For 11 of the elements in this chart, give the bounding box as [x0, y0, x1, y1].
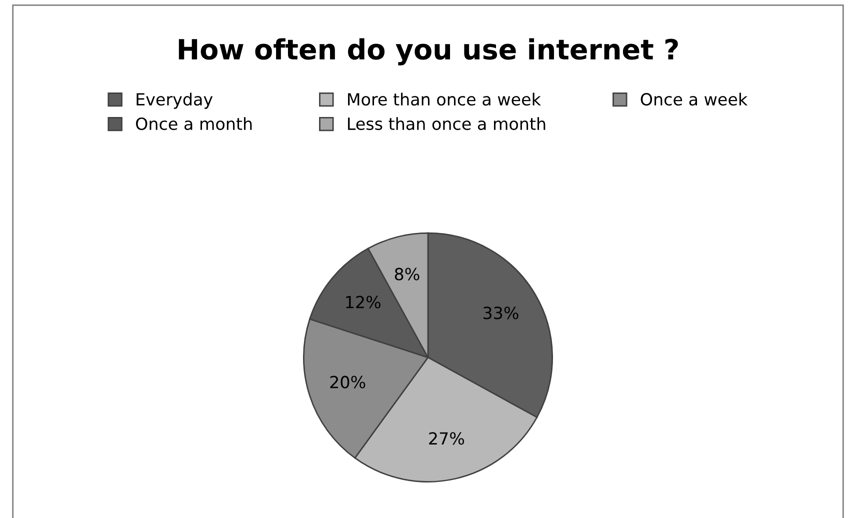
data-label: 20% — [330, 376, 366, 388]
data-label: 27% — [429, 432, 464, 445]
legend-label: Less than once a month — [348, 117, 546, 130]
chart-title: How often do you use internet ? — [178, 38, 678, 66]
legend-label: Everyday — [136, 92, 213, 109]
data-label: 12% — [346, 296, 380, 308]
legend-label: Once a month — [136, 117, 252, 130]
data-label: 33% — [484, 306, 518, 320]
legend-label: Once a week — [640, 92, 748, 106]
legend-label: More than once a week — [348, 92, 541, 106]
data-label: 8% — [394, 268, 420, 280]
